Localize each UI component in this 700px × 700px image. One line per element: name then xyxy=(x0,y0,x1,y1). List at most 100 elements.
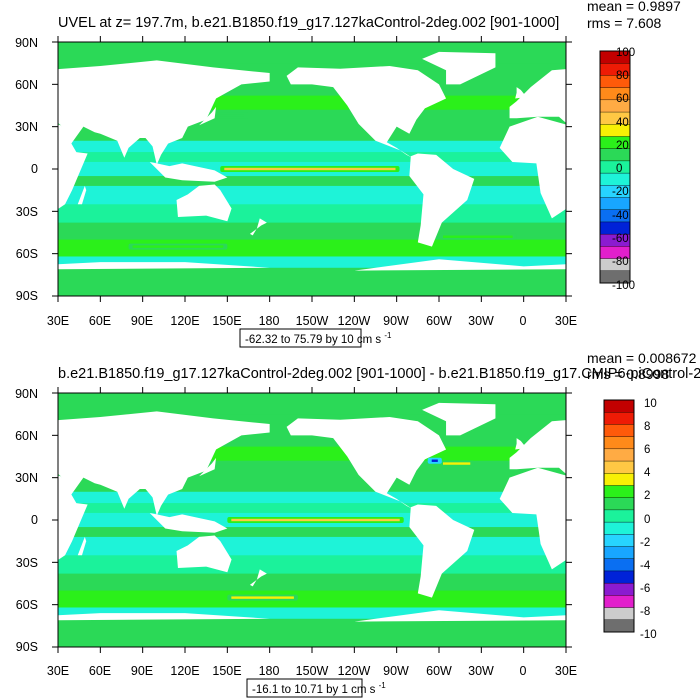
x-tick-label: 0 xyxy=(520,664,527,678)
x-tick-label: 150W xyxy=(296,664,329,678)
mean-label: mean = 0.9897 xyxy=(587,0,681,14)
map-plot-area xyxy=(58,393,566,647)
ocean-zonal-band xyxy=(58,256,566,269)
y-tick-label: 30S xyxy=(16,205,38,219)
colorbar-label: 4 xyxy=(644,467,651,479)
colorbar-labels: 100 80 60 40 20 0 -20 -40 -60 -80 -100 xyxy=(612,47,635,292)
y-tick-label: 90N xyxy=(15,387,38,401)
colorbar-label: -6 xyxy=(640,583,650,595)
colorbar-swatch xyxy=(603,607,635,621)
ocean-zonal-band xyxy=(58,527,566,538)
x-tick-label: 30E xyxy=(555,664,577,678)
y-tick-label: 90N xyxy=(15,36,38,50)
colorbar-label: -80 xyxy=(612,256,629,268)
current-jet-core xyxy=(443,235,513,238)
colorbar-label: -4 xyxy=(640,560,651,572)
colorbar-label: 8 xyxy=(644,421,650,433)
colorbar-label: 10 xyxy=(644,398,657,410)
axis-ticks xyxy=(52,387,572,653)
x-tick-label: 60W xyxy=(426,314,452,328)
ocean-zonal-band xyxy=(58,590,566,608)
greenland-landmass xyxy=(422,402,496,436)
australia-landmass xyxy=(176,184,232,222)
current-jet-core xyxy=(443,462,471,465)
y-tick-label: 0 xyxy=(31,513,38,527)
y-axis: 90N 60N 30N 0 30S 60S 90S xyxy=(15,387,38,654)
x-axis: 30E 60E 90E 120E 150E 180 150W 120W 90W … xyxy=(47,314,577,328)
y-tick-label: 30N xyxy=(15,471,38,485)
ocean-zonal-band xyxy=(58,176,566,187)
x-tick-label: 30E xyxy=(47,314,69,328)
x-tick-label: 30W xyxy=(468,664,494,678)
ocean-zonal-band xyxy=(58,503,566,514)
colorbar-swatch xyxy=(603,619,635,633)
colorbar-label: 0 xyxy=(644,514,650,526)
africa-landmass xyxy=(58,475,88,560)
range-label-exponent: -1 xyxy=(384,331,392,340)
current-jet-core xyxy=(224,167,396,171)
colorbar-swatch xyxy=(603,521,635,535)
y-tick-label: 60S xyxy=(16,598,38,612)
colorbar-label: -40 xyxy=(612,210,629,222)
colorbar-label: 100 xyxy=(616,47,635,59)
x-tick-label: 120W xyxy=(338,314,371,328)
range-label: -62.32 to 75.79 by 10 cm s xyxy=(245,334,381,346)
land-mask xyxy=(58,51,566,296)
colorbar-swatch xyxy=(603,485,635,499)
colorbar-label: -100 xyxy=(612,280,635,292)
ocean-zonal-band xyxy=(58,536,566,556)
current-jet-core xyxy=(217,114,245,117)
y-tick-label: 30N xyxy=(15,120,38,134)
colorbar xyxy=(603,399,635,633)
x-tick-label: 60E xyxy=(89,314,111,328)
range-label: -16.1 to 10.71 by 1 cm s xyxy=(252,684,376,696)
x-tick-label: 90E xyxy=(131,314,153,328)
britain-landmass xyxy=(515,87,527,99)
ocean-zonal-band xyxy=(58,555,566,575)
antarctica-landmass xyxy=(354,610,566,622)
colorbar-label: 2 xyxy=(644,490,650,502)
current-jet-core xyxy=(431,459,438,462)
japan-landmass xyxy=(199,457,217,477)
range-label-exponent: -1 xyxy=(379,681,387,690)
map-plot-area xyxy=(58,42,566,296)
ocean-zonal-band xyxy=(58,140,566,153)
x-tick-label: 120E xyxy=(170,314,199,328)
x-tick-label: 90W xyxy=(383,664,409,678)
africa-landmass xyxy=(499,116,566,219)
britain-landmass xyxy=(515,438,527,450)
ocean-zonal-band xyxy=(58,185,566,205)
colorbar-label: 20 xyxy=(616,140,629,152)
x-tick-label: 150E xyxy=(212,314,241,328)
x-tick-label: 30E xyxy=(555,314,577,328)
x-tick-label: 60E xyxy=(89,664,111,678)
rms-label: rms = 0.8998 xyxy=(587,366,669,382)
eurasia-landmass xyxy=(509,420,566,474)
panel-title: b.e21.B1850.f19_g17.127kaControl-2deg.00… xyxy=(58,366,700,382)
colorbar-swatch xyxy=(599,197,631,211)
antarctica-landmass xyxy=(58,613,270,647)
svg-text:-62.32 to 75.79 by 10 cm s: -62.32 to 75.79 by 10 cm s -1 xyxy=(245,331,392,346)
x-tick-label: 120E xyxy=(170,664,199,678)
y-tick-label: 90S xyxy=(16,289,38,303)
y-tick-label: 90S xyxy=(16,640,38,654)
colorbar-frame xyxy=(603,399,635,633)
y-tick-label: 30S xyxy=(16,556,38,570)
colorbar-swatch xyxy=(603,570,635,584)
north-america-landmass xyxy=(286,65,447,158)
new-zealand-landmass xyxy=(249,569,267,587)
colorbar-swatch xyxy=(603,412,635,425)
north-america-landmass xyxy=(286,416,447,509)
colorbar-label: -20 xyxy=(612,186,629,198)
y-tick-label: 60N xyxy=(15,429,38,443)
ocean-zonal-band xyxy=(58,573,566,592)
colorbar-swatch xyxy=(603,473,635,486)
colorbar-label: 6 xyxy=(644,444,650,456)
colorbar-swatch xyxy=(599,160,631,174)
colorbar-swatch xyxy=(603,509,635,523)
colorbar-swatch xyxy=(603,448,635,462)
madagascar-landmass xyxy=(77,185,87,205)
y-axis: 90N 60N 30N 0 30S 60S 90S xyxy=(15,36,38,303)
australia-landmass xyxy=(176,535,232,573)
